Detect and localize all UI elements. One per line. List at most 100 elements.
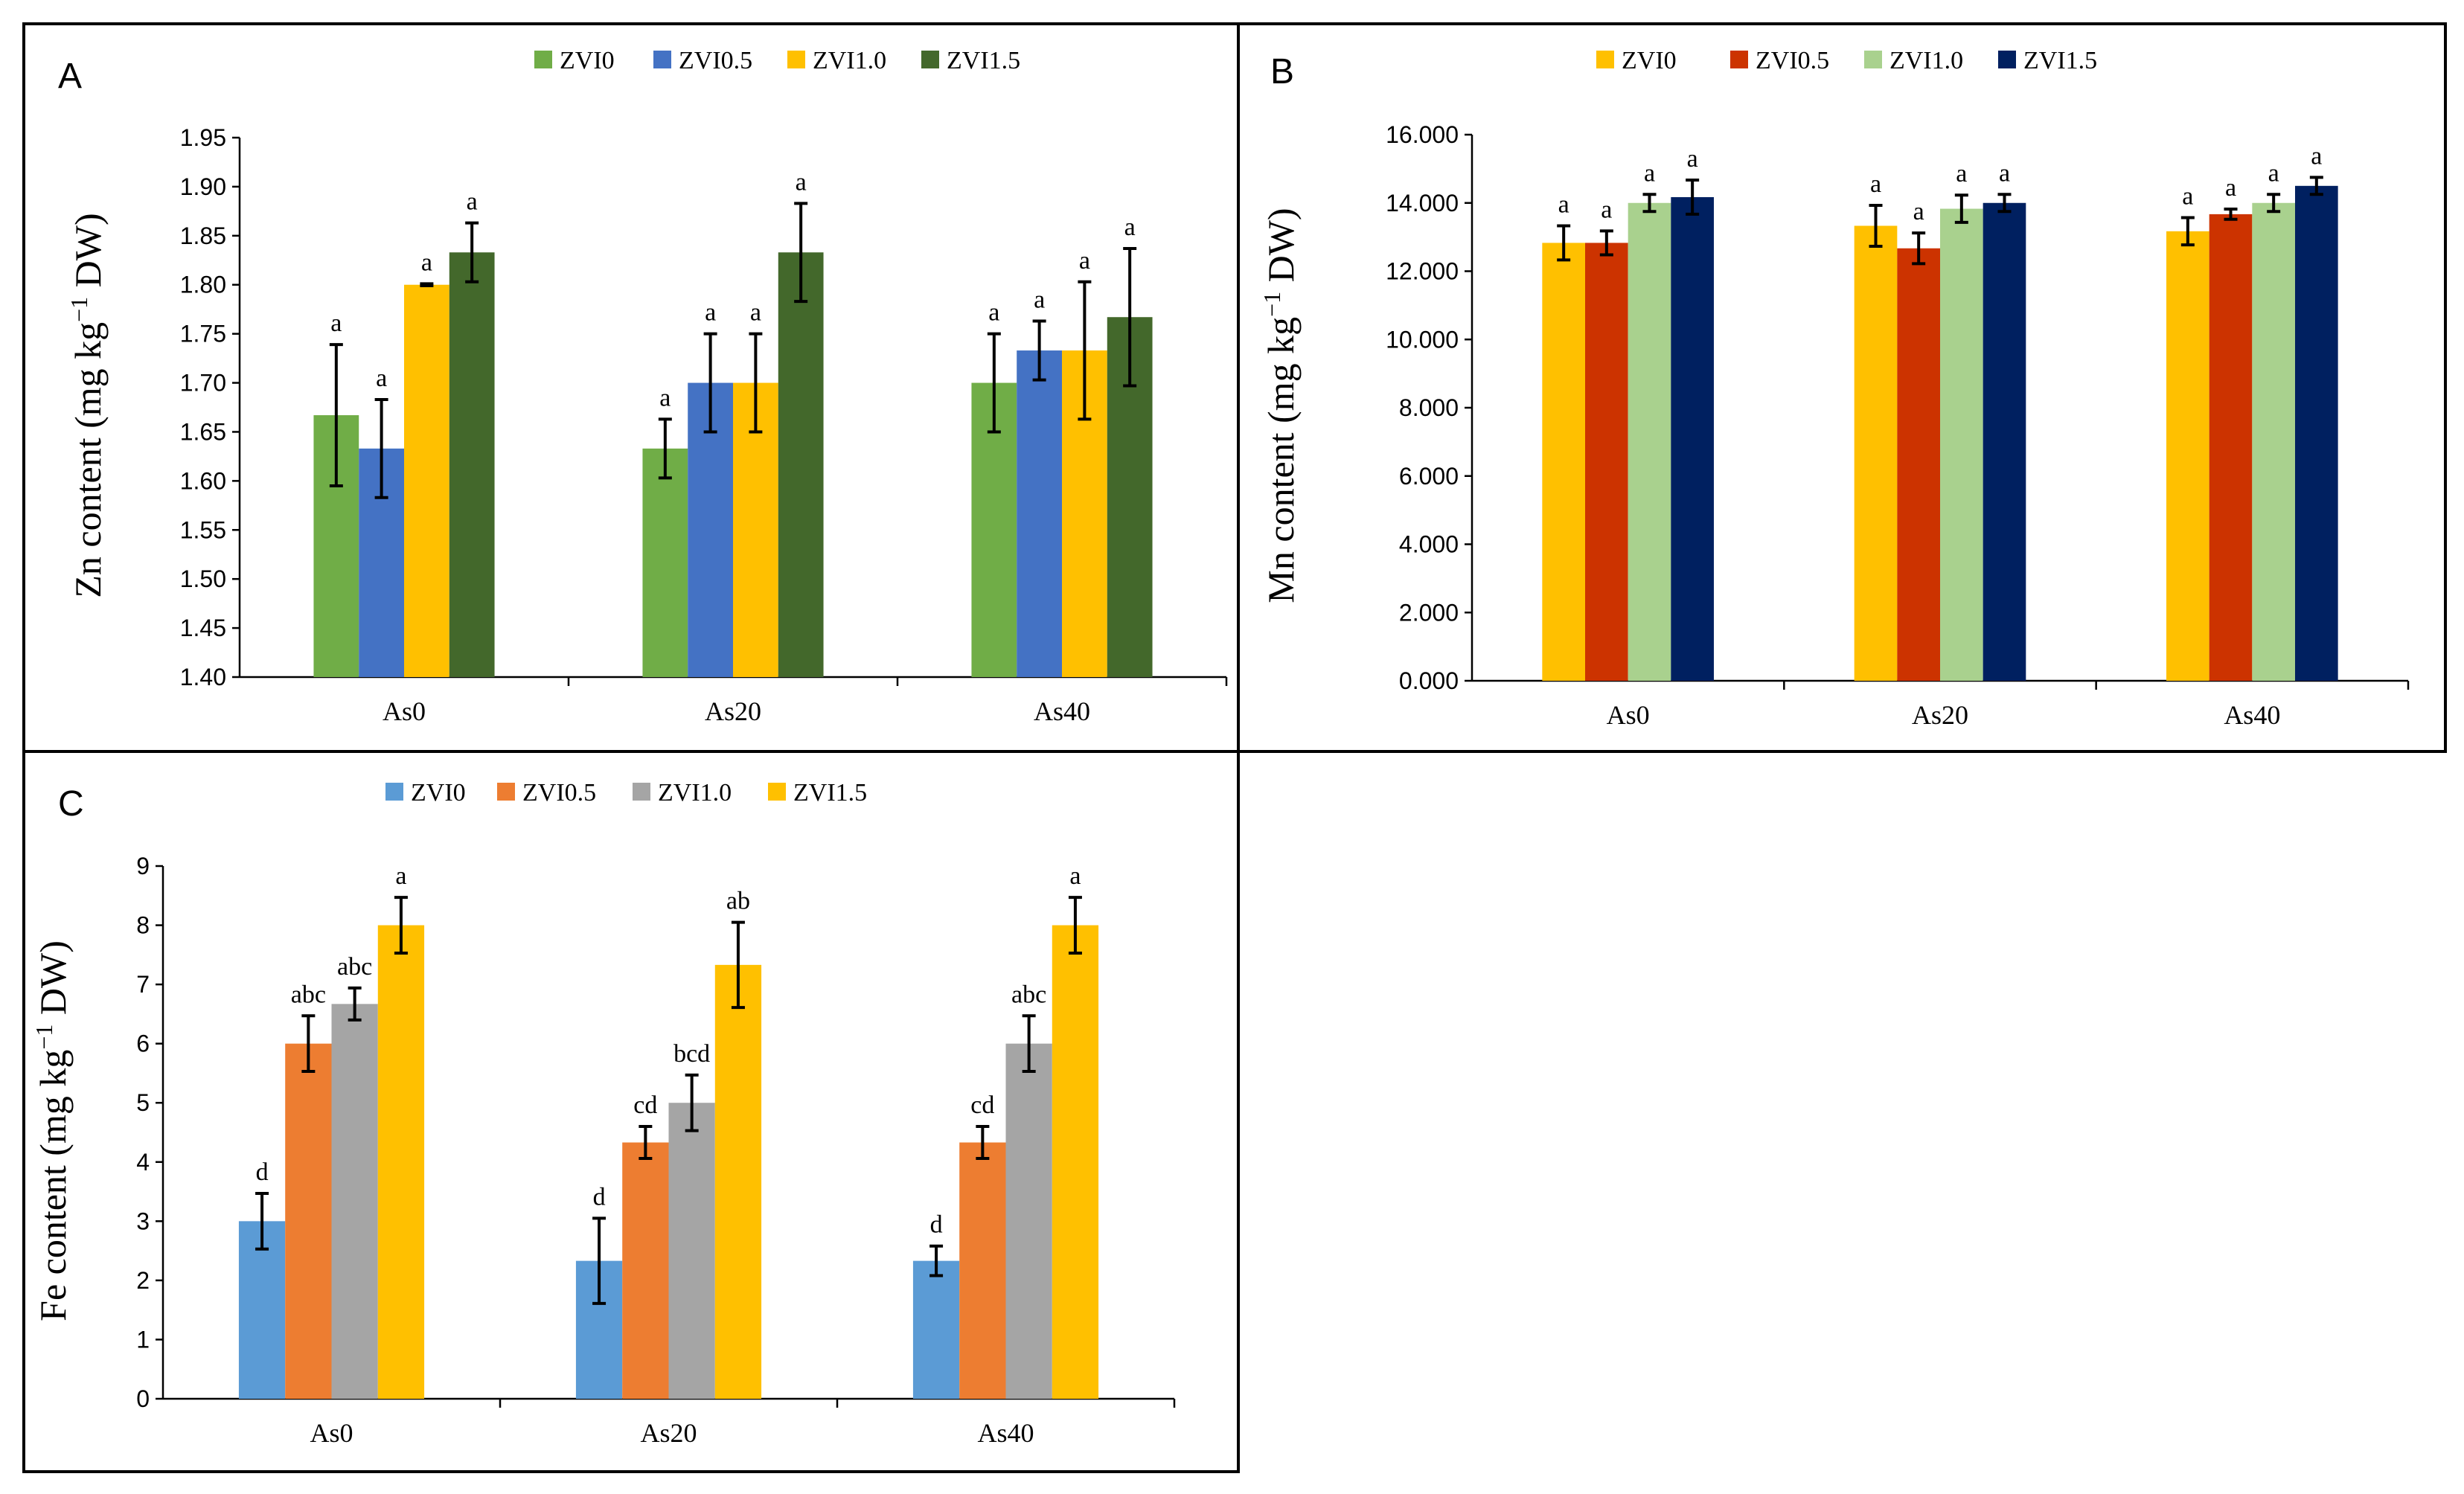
panel-a-y-axis-title: Zn content (mg kg−1 DW) <box>65 213 109 597</box>
panel-b-y-tick-label: 16.000 <box>1386 121 1459 148</box>
panel-b-legend-label: ZVI0 <box>1622 47 1677 74</box>
panel-a-legend-label: ZVI0 <box>560 47 615 74</box>
panel-a-significance-letter: a <box>796 168 807 196</box>
panel-c-y-tick-label: 6 <box>136 1030 150 1057</box>
panel-c-y-tick-label: 5 <box>136 1089 150 1116</box>
panel-c-plot-area: 0 1 2 3 4 5 6 7 8 9 As0 As20 As40 d d d abc cd cd abc bcd abc… <box>136 853 1176 1448</box>
panel-a-y-tick-label: 1.90 <box>180 173 226 200</box>
panel-b-y-tick-label: 8.000 <box>1399 394 1459 421</box>
panel-c-legend-swatch <box>633 783 650 801</box>
panel-b-y-tick-label: 12.000 <box>1386 258 1459 285</box>
panel-a-y-tick-label: 1.65 <box>180 418 226 445</box>
panel-c-y-axis-title: Fe content (mg kg−1 DW) <box>31 940 74 1321</box>
panel-a-zn-chart: A ZVI0 ZVI0.5 ZVI1.0 ZVI1.5 Zn content (mg … <box>22 22 1240 753</box>
panel-b-plot-area: 0.000 2.000 4.000 6.000 8.000 10.000 12.000 14.… <box>1386 121 2410 730</box>
panel-a-y-tick-label: 1.45 <box>180 615 226 641</box>
panel-a-category-label: As20 <box>705 696 761 726</box>
panel-b-bar <box>1671 196 1714 681</box>
panel-c-fe-chart: C ZVI0 ZVI0.5 ZVI1.0 ZVI1.5 Fe content (mg … <box>22 750 1240 1473</box>
panel-a-significance-letter: a <box>750 299 761 327</box>
panel-a-bar <box>404 284 449 677</box>
panel-c-y-tick-label: 0 <box>136 1385 150 1412</box>
panel-c-y-title-tail: DW) <box>32 940 74 1024</box>
panel-b-bar <box>2166 231 2209 681</box>
panel-b-significance-letter: a <box>2311 142 2322 170</box>
panel-c-category-label: As40 <box>977 1418 1034 1448</box>
panel-b-y-title-main: Mn content (mg kg <box>1260 317 1302 603</box>
panel-b-bar <box>1983 202 2026 681</box>
panel-c-significance-letter: d <box>256 1158 269 1186</box>
panel-c-significance-letter: bcd <box>673 1040 710 1068</box>
panel-b-significance-letter: a <box>1687 145 1698 173</box>
panel-c-bar <box>377 925 425 1399</box>
panel-b-category-label: As20 <box>1912 700 1968 730</box>
panel-c-bar <box>285 1043 332 1399</box>
panel-b-y-title-sup: −1 <box>1258 292 1285 317</box>
panel-b-bar <box>2209 214 2253 681</box>
panel-a-plot-area: 1.40 1.45 1.50 1.55 1.60 1.65 1.70 1.75 1.80 1.85… <box>180 124 1228 726</box>
panel-a-y-tick-label: 1.60 <box>180 467 226 494</box>
panel-c-legend: ZVI0 ZVI0.5 ZVI1.0 ZVI1.5 <box>385 779 867 807</box>
panel-c-significance-letter: d <box>930 1211 943 1239</box>
panel-b-significance-letter: a <box>1999 159 2010 187</box>
panel-a-y-tick-label: 1.80 <box>180 272 226 298</box>
panel-c-legend-swatch <box>768 783 786 801</box>
panel-c-legend-label: ZVI1.5 <box>793 779 867 807</box>
panel-b-y-tick-label: 0.000 <box>1399 667 1459 694</box>
panel-a-letter: A <box>58 57 82 96</box>
panel-c-legend-label: ZVI0.5 <box>522 779 596 807</box>
panel-a-legend-swatch <box>921 51 939 68</box>
panel-c-bar <box>1005 1043 1052 1399</box>
panel-c-y-tick-label: 9 <box>136 853 150 879</box>
panel-c-letter: C <box>58 784 84 824</box>
panel-a-significance-letter: a <box>330 310 342 337</box>
panel-c-significance-letter: abc <box>291 981 326 1008</box>
panel-a-bar <box>642 448 688 677</box>
panel-a-significance-letter: a <box>705 299 716 327</box>
panel-a-y-tick-label: 1.55 <box>180 516 226 543</box>
panel-b-legend-label: ZVI1.5 <box>2023 47 2097 74</box>
panel-c-y-tick-label: 1 <box>136 1326 150 1353</box>
panel-b-significance-letter: a <box>1601 196 1612 223</box>
panel-a-y-title-tail: DW) <box>67 213 109 296</box>
panel-b-significance-letter: a <box>1913 198 1924 225</box>
panel-c-legend-label: ZVI1.0 <box>658 779 732 807</box>
panel-b-bar <box>1628 202 1671 681</box>
panel-b-bar <box>1585 243 1628 682</box>
panel-b-y-tick-label: 4.000 <box>1399 531 1459 558</box>
panel-a-bar <box>1017 350 1062 677</box>
panel-a-significance-letter: a <box>1079 247 1090 275</box>
panel-a-category-label: As0 <box>383 696 426 726</box>
panel-c-y-tick-label: 4 <box>136 1149 150 1176</box>
panel-b-letter: B <box>1270 52 1294 92</box>
panel-c-legend-swatch <box>497 783 515 801</box>
panel-a-significance-letter: a <box>1124 214 1136 241</box>
panel-a-significance-letter: a <box>659 384 671 411</box>
panel-a-y-tick-label: 1.95 <box>180 124 226 151</box>
panel-a-y-title-sup: −1 <box>65 297 92 322</box>
panel-c-y-title-main: Fe content (mg kg <box>32 1050 74 1321</box>
panel-c-y-tick-label: 7 <box>136 971 150 998</box>
panel-a-bar <box>778 252 824 677</box>
panel-a-legend-label: ZVI1.5 <box>947 47 1020 74</box>
panel-b-significance-letter: a <box>1644 159 1655 187</box>
panel-c-y-tick-label: 2 <box>136 1267 150 1294</box>
panel-b-legend: ZVI0 ZVI0.5 ZVI1.0 ZVI1.5 <box>1596 47 2097 74</box>
panel-c-significance-letter: a <box>1069 862 1081 890</box>
panel-c-bar <box>331 1004 378 1399</box>
panel-a-significance-letter: a <box>988 299 999 327</box>
panel-c-significance-letter: cd <box>970 1091 994 1119</box>
panel-b-significance-letter: a <box>1956 160 1967 187</box>
panel-b-bar <box>1854 225 1898 682</box>
panel-b-legend-label: ZVI0.5 <box>1756 47 1829 74</box>
panel-a-significance-letter: a <box>421 249 432 276</box>
panel-b-category-label: As40 <box>2224 700 2280 730</box>
panel-b-legend-label: ZVI1.0 <box>1889 47 1963 74</box>
panel-b-significance-letter: a <box>1558 190 1569 218</box>
panel-c-y-tick-label: 3 <box>136 1208 150 1234</box>
panel-a-y-tick-label: 1.70 <box>180 370 226 397</box>
panel-c-significance-letter: cd <box>633 1091 657 1119</box>
panel-a-legend-label: ZVI0.5 <box>679 47 752 74</box>
panel-b-mn-chart: B ZVI0 ZVI0.5 ZVI1.0 ZVI1.5 Mn content (mg … <box>1237 22 2447 753</box>
panel-b-bar <box>1542 243 1586 682</box>
